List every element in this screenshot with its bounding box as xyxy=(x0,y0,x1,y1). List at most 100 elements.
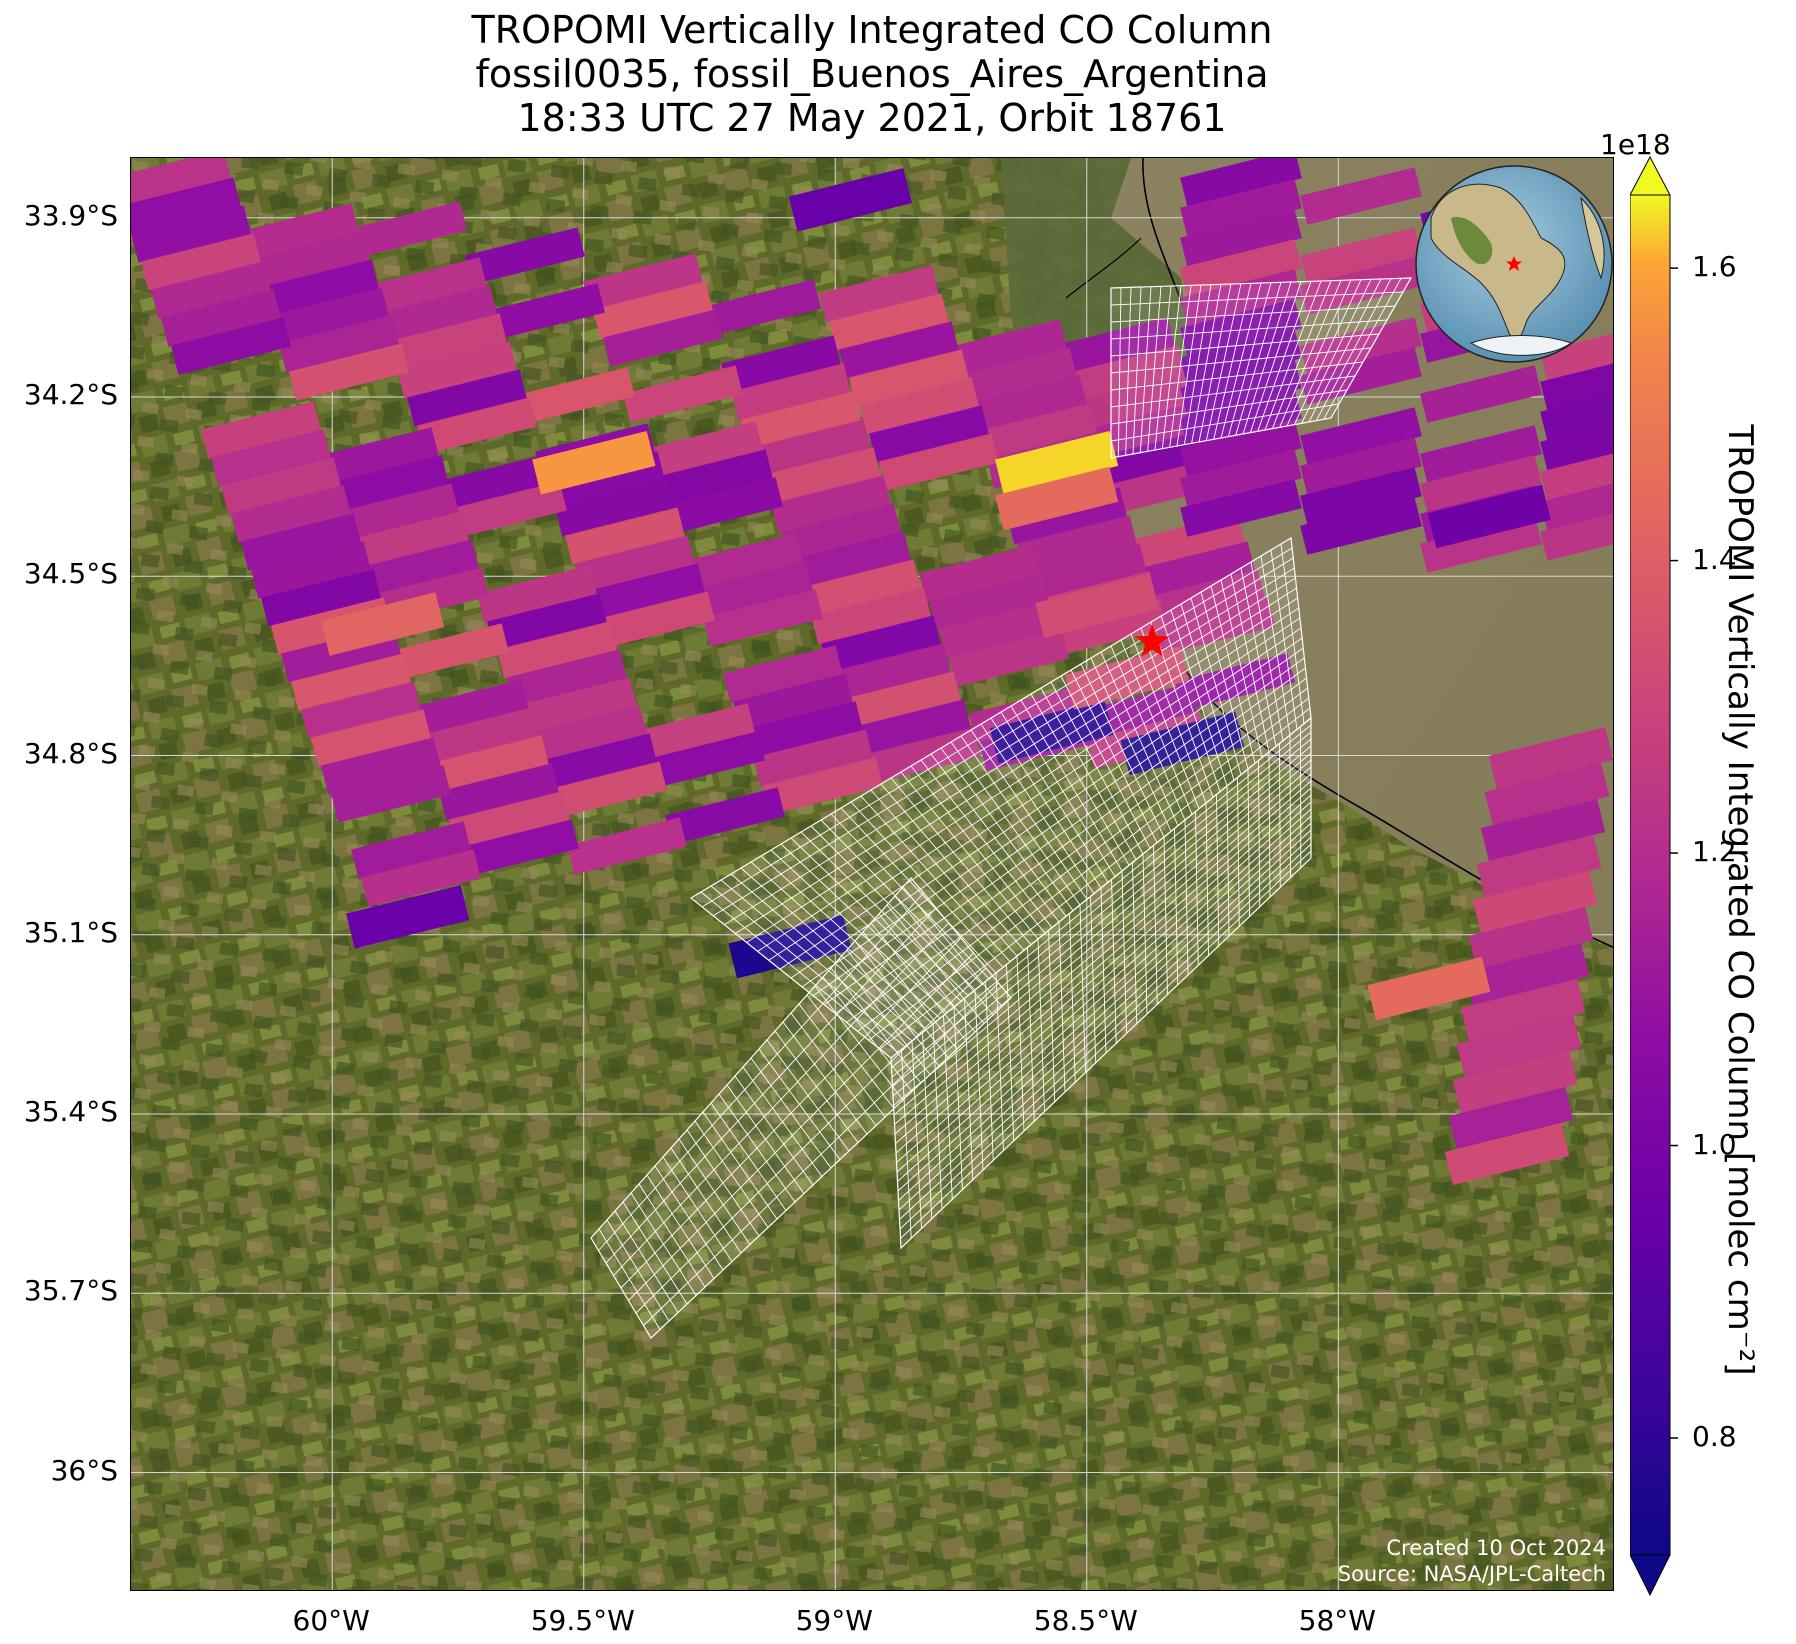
footprint-line xyxy=(712,557,1294,917)
co-pixel xyxy=(683,533,803,591)
co-pixel xyxy=(1488,727,1613,789)
co-pixel xyxy=(721,335,841,393)
co-pixel xyxy=(1300,437,1422,495)
co-pixel xyxy=(1135,541,1255,599)
footprint-line xyxy=(870,922,967,1041)
co-pixel xyxy=(329,455,449,513)
footprint-line xyxy=(896,801,1312,1173)
footprint-line xyxy=(718,1093,796,1203)
co-pixel xyxy=(723,645,843,703)
footprint-line xyxy=(895,780,1312,1144)
co-pixel xyxy=(593,281,713,339)
co-pixel xyxy=(663,477,783,535)
co-pixel xyxy=(743,701,863,759)
co-pixel xyxy=(753,729,873,787)
co-pixel xyxy=(781,503,901,561)
co-pixel xyxy=(1055,317,1175,375)
footprint-line xyxy=(898,822,1312,1201)
footprint-line xyxy=(622,1201,688,1305)
co-pixel xyxy=(279,315,399,373)
co-pixel xyxy=(851,699,971,757)
co-pixel xyxy=(131,158,231,204)
co-pixel xyxy=(239,203,359,261)
co-pixel xyxy=(1180,419,1302,477)
co-pixel xyxy=(1085,401,1205,459)
co-pixel xyxy=(397,341,517,399)
footprint-line xyxy=(1110,305,1396,323)
footprint-line xyxy=(757,597,1298,952)
co-pixel-sample xyxy=(990,699,1114,764)
colorbar-tick-label: 1.0 xyxy=(1692,1127,1737,1161)
co-pixel-sample xyxy=(788,168,912,232)
co-pixel xyxy=(241,513,361,571)
co-pixel xyxy=(449,791,569,849)
co-pixel xyxy=(1027,543,1147,601)
footprint-line xyxy=(678,1138,751,1245)
co-pixel xyxy=(161,289,281,347)
footprint-line xyxy=(790,627,1302,979)
footprint-line xyxy=(812,647,1304,997)
footprint-line xyxy=(806,994,895,1109)
co-pixel xyxy=(289,343,409,401)
footprint-line xyxy=(857,687,1308,1032)
footprint-line xyxy=(734,1075,814,1186)
co-pixel xyxy=(595,591,715,649)
colorbar xyxy=(1630,155,1678,1597)
lon-tick-label: 58.5°W xyxy=(1033,1604,1138,1637)
co-pixel xyxy=(929,573,1049,631)
co-pixel xyxy=(849,349,969,407)
co-pixel xyxy=(321,737,441,795)
footprint-line xyxy=(1110,403,1340,442)
co-pixel-sample xyxy=(346,885,470,949)
colorbar-gradient xyxy=(1630,194,1671,1556)
lat-tick-label: 34.8°S xyxy=(23,736,118,770)
co-pixel xyxy=(1180,179,1302,237)
lat-tick-label: 36°S xyxy=(50,1453,118,1487)
footprint-line xyxy=(854,940,949,1058)
colorbar-max-extend xyxy=(1630,155,1671,196)
co-pixel xyxy=(585,563,705,621)
co-pixel xyxy=(171,317,291,375)
site-marker xyxy=(1135,624,1170,657)
co-pixel xyxy=(693,561,813,619)
co-pixel xyxy=(1300,467,1422,525)
footprint-line xyxy=(894,895,994,1016)
co-pixel-sample xyxy=(728,915,852,979)
footprint-line xyxy=(899,843,1312,1230)
footprint-line xyxy=(735,577,1296,934)
footprint-line xyxy=(606,1219,670,1322)
co-pixel xyxy=(389,623,509,681)
footprint-line xyxy=(893,752,1312,1106)
co-pixel-sample xyxy=(532,431,656,495)
co-pixel xyxy=(919,545,1039,603)
map-panel[interactable] xyxy=(130,157,1614,1591)
globe-inset xyxy=(1415,165,1613,363)
footprint-line xyxy=(662,1156,733,1262)
co-pixel xyxy=(1017,515,1137,573)
lon-tick-label: 59.5°W xyxy=(530,1604,635,1637)
lat-tick-label: 35.1°S xyxy=(23,915,118,949)
co-pixel xyxy=(1300,347,1422,405)
co-pixel-sample xyxy=(1065,646,1189,710)
co-pixel xyxy=(447,481,567,539)
footprint-line xyxy=(768,607,1300,961)
footprint-line xyxy=(1110,347,1372,374)
co-pixel-sample xyxy=(1367,956,1491,1021)
co-pixel xyxy=(269,287,389,345)
co-pixel xyxy=(791,531,911,589)
co-pixel xyxy=(419,707,539,765)
footprint-line xyxy=(750,1057,832,1169)
co-pixel xyxy=(1075,373,1195,431)
footprint-line xyxy=(638,1183,706,1288)
footprint-line xyxy=(670,1147,742,1254)
co-pixel-sample xyxy=(995,466,1119,531)
co-pixel xyxy=(1452,1051,1578,1113)
co-pixel xyxy=(251,541,371,599)
colorbar-min-extend xyxy=(1630,1554,1671,1597)
co-pixel xyxy=(547,761,667,819)
colorbar-label: TROPOMI Vertically Integrated CO Column … xyxy=(1720,424,1760,1376)
footprint-line xyxy=(846,949,940,1067)
co-pixel-sample xyxy=(320,592,445,656)
footprint-line xyxy=(702,1111,778,1220)
co-pixel xyxy=(249,231,369,289)
